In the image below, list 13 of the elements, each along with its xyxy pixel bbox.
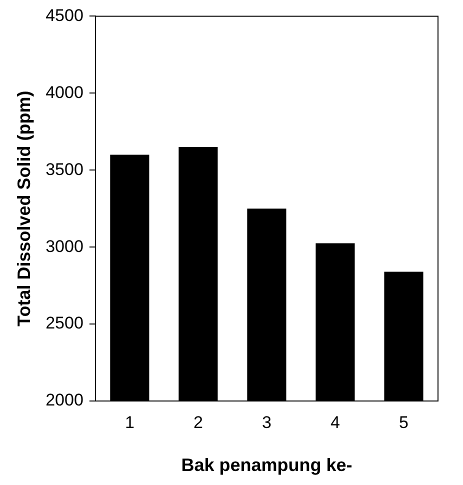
y-axis-title: Total Dissolved Solid (ppm) <box>14 90 34 326</box>
y-tick-label: 2000 <box>46 390 84 410</box>
x-tick-label: 5 <box>399 412 408 432</box>
y-tick-label: 2500 <box>46 314 84 333</box>
x-axis-title: Bak penampung ke- <box>181 455 352 476</box>
x-tick-label: 1 <box>124 412 134 432</box>
y-tick-label: 4500 <box>46 6 84 25</box>
y-tick-label: 4000 <box>46 82 84 102</box>
y-tick-label: 3500 <box>46 160 84 179</box>
x-tick-label: 2 <box>193 412 203 432</box>
y-tick-label: 3000 <box>46 236 84 256</box>
x-tick-label: 3 <box>262 412 272 432</box>
x-tick-label: 4 <box>330 412 340 432</box>
